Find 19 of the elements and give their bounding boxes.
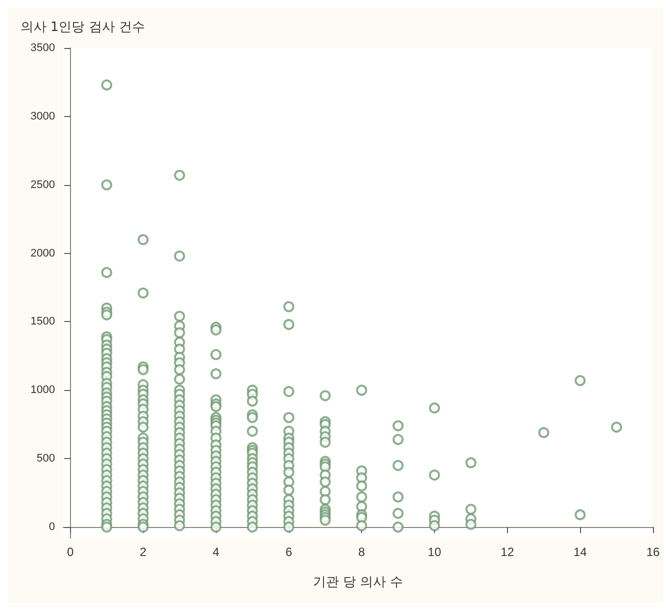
x-tick-label: 12: [500, 545, 514, 559]
y-tick-label: 500: [36, 452, 55, 465]
y-tick-label: 3500: [30, 42, 55, 54]
y-tick-label: 2500: [30, 178, 55, 191]
y-tick-label: 1000: [30, 384, 55, 396]
x-tick-label: 10: [428, 545, 442, 559]
x-tick-label: 2: [140, 545, 147, 559]
x-axis-title: 기관 당 의사 수: [312, 575, 404, 590]
x-tick-label: 6: [285, 545, 292, 559]
y-tick-label: 3000: [30, 110, 55, 122]
y-axis-title: 의사 1인당 검사 건수: [20, 20, 145, 35]
x-tick-label: 0: [66, 545, 74, 559]
x-tick-label: 8: [358, 545, 366, 559]
y-tick-label: 1500: [30, 316, 55, 328]
y-tick-label: 0: [48, 521, 55, 534]
x-tick-label: 14: [573, 545, 588, 559]
y-tick-label: 2000: [30, 247, 55, 260]
x-tick-label: 4: [212, 545, 220, 559]
x-tick-label: 16: [646, 545, 660, 559]
